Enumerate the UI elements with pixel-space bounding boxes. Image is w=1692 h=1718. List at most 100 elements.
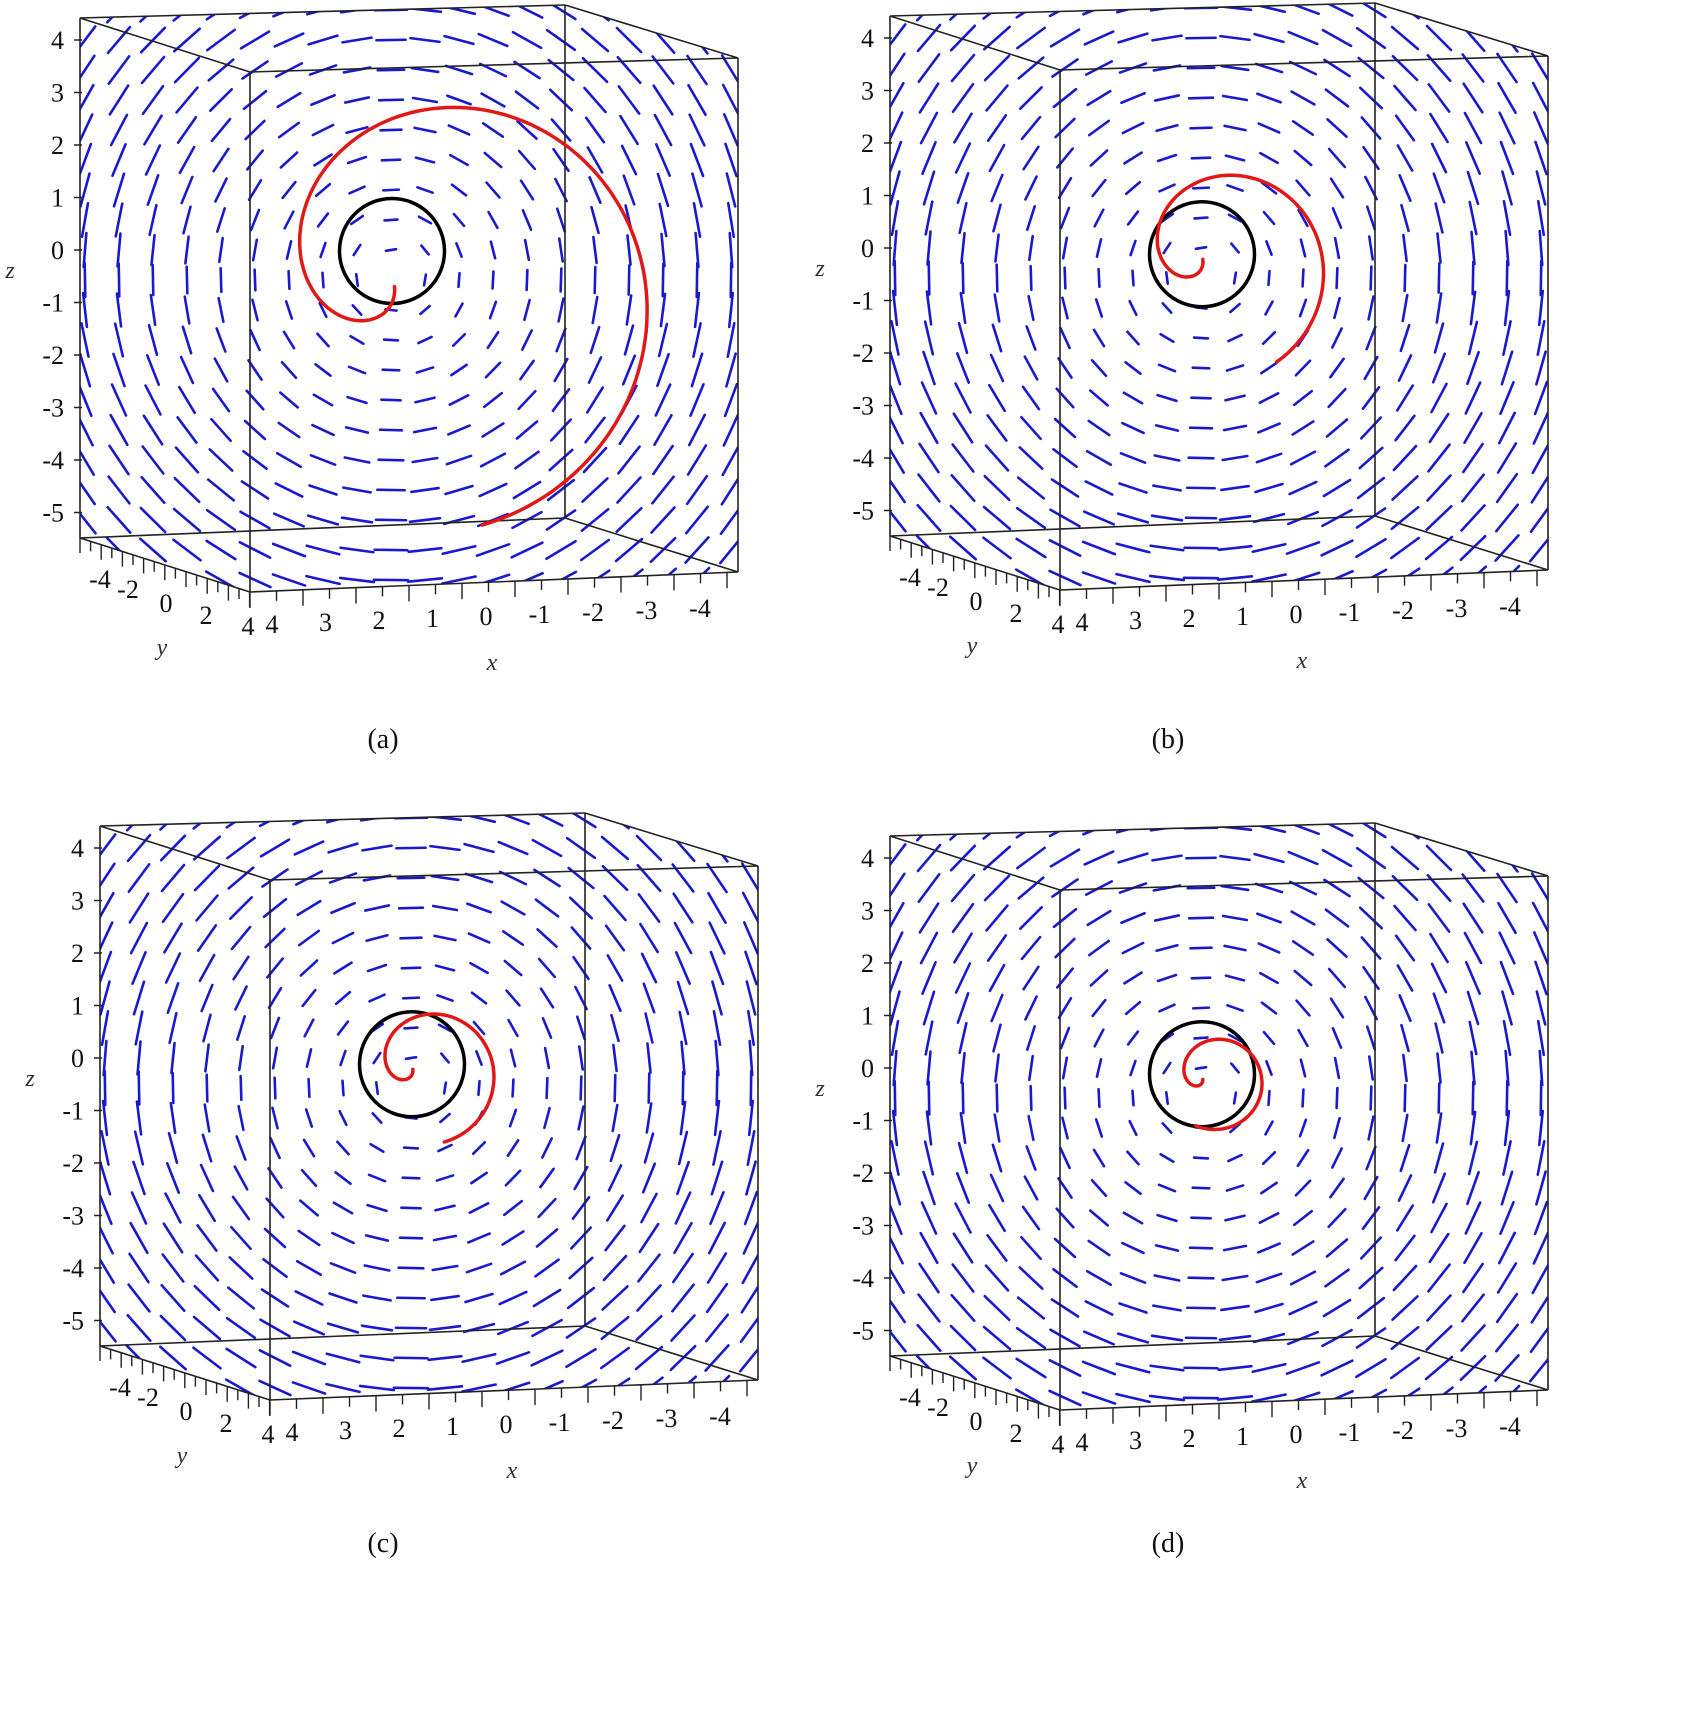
vector-arrow <box>990 173 1004 203</box>
vector-arrow <box>208 448 234 472</box>
vector-arrow <box>269 1016 281 1040</box>
vector-arrow <box>644 1012 654 1044</box>
vector-arrow <box>1504 1049 1510 1087</box>
vector-arrow <box>1226 184 1244 192</box>
vector-arrow <box>575 1135 587 1161</box>
vector-arrow <box>1224 394 1246 402</box>
vector-arrow <box>920 1201 938 1235</box>
vector-arrow <box>410 486 440 494</box>
vector-arrow <box>1260 181 1278 195</box>
vector-arrow <box>670 1314 696 1342</box>
vector-arrow <box>211 387 231 413</box>
vector-arrow <box>1049 28 1081 48</box>
x-tick-label: -3 <box>1446 594 1468 623</box>
vector-arrow <box>652 444 674 476</box>
vector-arrow <box>982 1325 1012 1351</box>
x-tick-label: 2 <box>373 606 386 635</box>
vector-arrow <box>1400 1023 1410 1053</box>
vector-arrow <box>639 922 659 954</box>
vector-arrow <box>1528 533 1548 563</box>
vector-arrow <box>127 863 151 893</box>
vector-arrow <box>265 1197 285 1219</box>
vector-arrow <box>131 951 147 985</box>
vector-arrow <box>271 1046 279 1070</box>
vector-arrow <box>674 951 692 985</box>
vector-arrow <box>1463 111 1483 145</box>
vector-arrow <box>654 383 672 417</box>
vector-arrow <box>1400 203 1410 233</box>
vector-arrow <box>1460 504 1486 532</box>
vector-arrow <box>1251 542 1287 554</box>
vector-arrow <box>1399 323 1411 353</box>
vector-arrow <box>115 292 123 328</box>
vector-arrow <box>1320 1359 1354 1377</box>
vector-field <box>890 3 1548 590</box>
vector-arrow <box>1333 1116 1341 1140</box>
vector-arrow <box>1359 416 1383 440</box>
vector-arrow <box>568 1256 594 1280</box>
vector-arrow <box>415 366 435 374</box>
vector-arrow <box>1150 514 1184 522</box>
vector-arrow <box>1020 415 1042 441</box>
vector-arrow <box>440 1052 450 1064</box>
vector-arrow <box>725 352 737 388</box>
vector-arrow <box>200 983 214 1013</box>
vector-arrow <box>291 1381 327 1395</box>
vector-arrow <box>377 98 405 102</box>
vector-arrow <box>470 991 488 1005</box>
vector-arrow <box>150 233 156 267</box>
trajectory-curve <box>383 1012 496 1144</box>
vector-arrow <box>1256 912 1282 924</box>
vector-arrow <box>258 1348 292 1368</box>
vector-arrow <box>1048 1389 1082 1407</box>
vector-arrow <box>365 933 389 943</box>
vector-arrow <box>1121 121 1145 135</box>
vector-arrow <box>1254 482 1284 494</box>
panel-caption: (d) <box>1152 1528 1185 1559</box>
vector-arrow <box>436 994 454 1002</box>
vector-arrow <box>642 982 656 1014</box>
x-tick-label: 2 <box>1183 1424 1196 1453</box>
vector-arrow <box>539 987 555 1009</box>
vector-arrow <box>1254 62 1284 74</box>
vector-arrow <box>919 111 939 145</box>
vector-arrow <box>100 1343 118 1373</box>
vector-arrow <box>1291 940 1315 956</box>
vector-arrow <box>1017 56 1045 80</box>
vector-arrow <box>1355 823 1387 839</box>
vector-arrow <box>1398 994 1412 1022</box>
vector-arrow <box>159 834 187 862</box>
vector-arrow <box>949 3 977 21</box>
vector-arrow <box>747 1099 755 1137</box>
vector-arrow <box>1294 1179 1312 1197</box>
vector-arrow <box>1219 854 1251 862</box>
vector-arrow <box>464 872 494 884</box>
vector-arrow <box>694 231 700 269</box>
vector-arrow <box>239 30 271 50</box>
vector-arrow <box>1229 302 1241 314</box>
vector-arrow <box>172 538 202 562</box>
vector-arrow <box>1321 848 1353 868</box>
vector-arrow <box>952 412 974 444</box>
box-edge <box>1059 1389 1549 1411</box>
vector-arrow <box>195 894 219 922</box>
vector-arrow <box>686 54 708 86</box>
trajectory-curve <box>1155 173 1326 364</box>
vector-arrow <box>1221 454 1249 462</box>
vector-arrow <box>1394 114 1416 142</box>
z-axis-label: z <box>814 1076 825 1102</box>
vector-arrow <box>952 1232 974 1264</box>
vector-arrow <box>380 398 402 402</box>
box-edge <box>1374 2 1549 57</box>
vector-arrow <box>1049 1328 1081 1348</box>
vector-arrow <box>555 207 567 233</box>
vector-arrow <box>225 1316 257 1340</box>
vector-arrow <box>1123 151 1143 165</box>
z-tick-label: -4 <box>62 1254 84 1283</box>
vector-arrow <box>205 5 237 21</box>
vector-arrow <box>145 354 161 386</box>
vector-arrow <box>1048 538 1082 558</box>
vector-arrow <box>1532 411 1548 445</box>
vector-arrow <box>609 1133 621 1163</box>
